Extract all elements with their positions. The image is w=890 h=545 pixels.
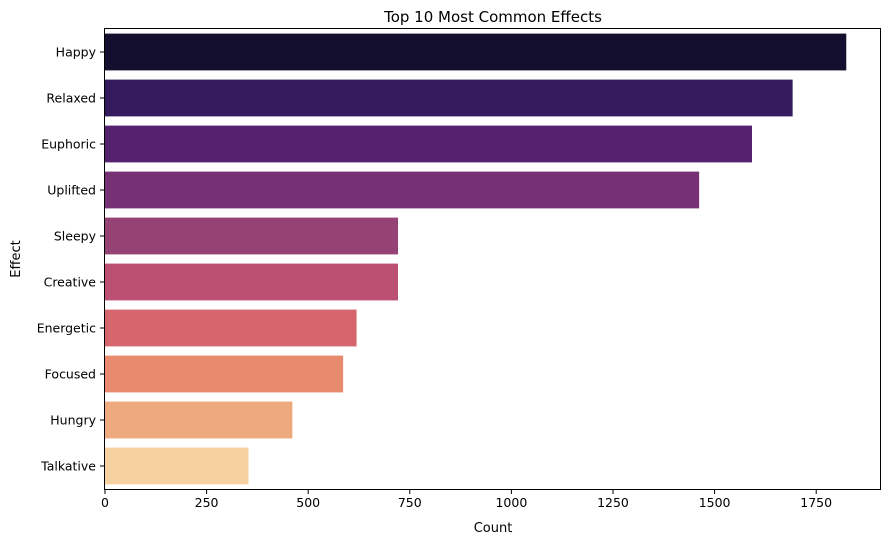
y-tick-label: Focused: [45, 367, 96, 382]
y-tick-label: Hungry: [50, 413, 96, 428]
x-tick-label: 1250: [597, 495, 629, 510]
chart-title: Top 10 Most Common Effects: [383, 8, 602, 26]
bar-happy: [105, 33, 847, 71]
bar-energetic: [105, 309, 357, 347]
y-tick-label: Creative: [44, 275, 97, 290]
y-tick-label: Uplifted: [47, 183, 96, 198]
y-tick-label: Euphoric: [41, 137, 96, 152]
x-tick-label: 1750: [800, 495, 832, 510]
y-ticks-group: Happy Relaxed Euphoric Uplifted Sleepy Creati…: [37, 45, 105, 474]
bar-sleepy: [105, 217, 399, 255]
x-tick-label: 1500: [699, 495, 731, 510]
bar-hungry: [105, 401, 293, 439]
x-ticks-group: 0 250 500 750 1000 1250 1500 1750: [101, 489, 832, 510]
y-tick-label: Energetic: [37, 321, 96, 336]
y-tick-label: Talkative: [40, 459, 96, 474]
x-tick-label: 750: [398, 495, 422, 510]
bar-creative: [105, 263, 399, 301]
x-tick-label: 0: [101, 495, 109, 510]
bar-talkative: [105, 447, 249, 485]
x-axis-label: Count: [474, 521, 513, 536]
y-tick-label: Happy: [56, 45, 97, 60]
y-tick-label: Sleepy: [54, 229, 97, 244]
y-axis-label: Effect: [9, 240, 24, 277]
bar-euphoric: [105, 125, 752, 163]
bar-uplifted: [105, 171, 700, 209]
y-tick-label: Relaxed: [46, 91, 96, 106]
x-tick-label: 1000: [495, 495, 527, 510]
x-tick-label: 500: [296, 495, 320, 510]
bar-focused: [105, 355, 344, 393]
bars-group: [105, 33, 847, 485]
bar-relaxed: [105, 79, 793, 117]
plot-frame: [104, 28, 881, 490]
x-tick-label: 250: [195, 495, 219, 510]
